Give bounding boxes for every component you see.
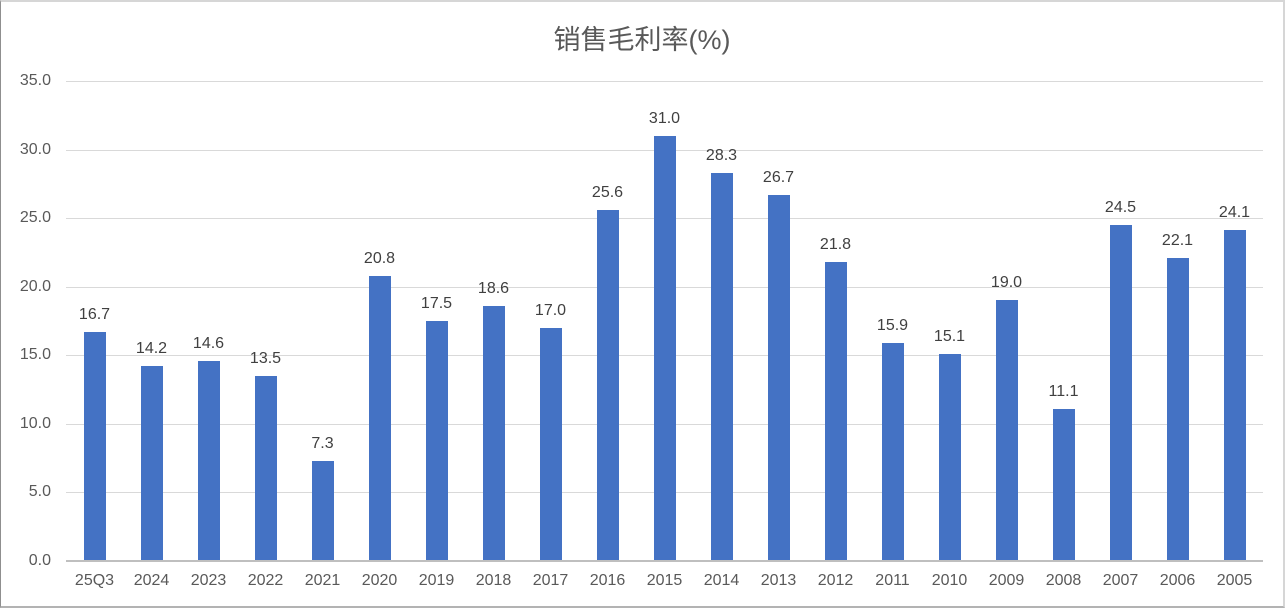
bar-value-label: 15.1 [933, 327, 966, 345]
bar-2007 [1109, 225, 1132, 560]
y-axis-label: 35.0 [19, 72, 51, 89]
bar-2006 [1166, 257, 1189, 560]
bar-value-label: 14.6 [192, 334, 225, 352]
x-axis-label: 25Q3 [74, 572, 115, 589]
x-axis-label: 2008 [1045, 572, 1082, 589]
bar-2011 [881, 342, 904, 560]
x-axis-label: 2010 [931, 572, 968, 589]
bar-2021 [311, 460, 334, 560]
bar-value-label: 11.1 [1048, 382, 1079, 400]
x-axis-label: 2017 [532, 572, 569, 589]
bar-value-label: 26.7 [762, 168, 795, 186]
bar-2014 [710, 172, 733, 560]
x-axis-label: 2022 [247, 572, 284, 589]
bar-value-label: 7.3 [311, 434, 334, 452]
bar-value-label: 31.0 [648, 109, 681, 127]
bar-value-label: 28.3 [705, 146, 738, 164]
gridline [66, 81, 1263, 82]
x-axis-label: 2007 [1102, 572, 1139, 589]
x-axis-label: 2009 [988, 572, 1025, 589]
x-axis-label: 2011 [875, 572, 910, 589]
x-axis-label: 2015 [646, 572, 683, 589]
x-axis-label: 2006 [1159, 572, 1196, 589]
bar-2012 [824, 262, 847, 560]
bar-value-label: 25.6 [591, 183, 624, 201]
bar-25Q3 [83, 331, 106, 560]
bar-value-label: 19.0 [990, 274, 1023, 292]
bar-2009 [995, 300, 1018, 560]
bar-2008 [1052, 408, 1075, 560]
x-axis-label: 2024 [133, 572, 170, 589]
bar-value-label: 14.2 [135, 340, 168, 358]
bar-value-label: 24.5 [1104, 199, 1137, 216]
bar-value-label: 20.8 [363, 249, 396, 267]
y-axis-label: 30.0 [19, 140, 51, 158]
bar-value-label: 21.8 [819, 236, 852, 254]
bar-value-label: 17.5 [420, 295, 453, 312]
bar-2013 [767, 194, 790, 560]
bar-2018 [482, 305, 505, 560]
bar-2019 [425, 321, 448, 560]
bar-value-label: 18.6 [477, 279, 510, 297]
bar-2016 [596, 209, 619, 560]
chart-title: 销售毛利率(%) [553, 25, 731, 55]
x-axis-label: 2005 [1216, 572, 1253, 589]
y-axis-label: 25.0 [19, 209, 51, 227]
bar-value-label: 15.9 [876, 316, 909, 334]
bar-value-label: 16.7 [78, 305, 111, 323]
bar-value-label: 17.0 [534, 301, 567, 319]
bar-2022 [254, 375, 277, 560]
bar-2017 [539, 327, 562, 560]
bar-2010 [938, 353, 961, 560]
x-axis-label: 2014 [703, 572, 740, 589]
x-axis-label: 2021 [304, 572, 341, 589]
x-axis-label: 2020 [361, 572, 398, 589]
bar-2024 [140, 366, 163, 560]
y-axis-label: 0.0 [28, 552, 51, 569]
x-axis-label: 2023 [190, 572, 227, 589]
bar-2020 [368, 275, 391, 560]
y-axis-label: 5.0 [28, 483, 51, 501]
bar-2005 [1223, 230, 1246, 560]
bar-value-label: 22.1 [1161, 231, 1194, 249]
x-axis-label: 2018 [475, 572, 512, 589]
bar-2015 [653, 135, 676, 560]
y-axis-label: 20.0 [19, 277, 51, 295]
x-axis-label: 2016 [589, 572, 626, 589]
bar-value-label: 13.5 [249, 349, 282, 367]
x-axis-line [66, 560, 1263, 562]
y-axis-label: 10.0 [19, 414, 51, 432]
y-axis-label: 15.0 [19, 346, 51, 364]
bar-2023 [197, 360, 220, 560]
x-axis-label: 2019 [418, 572, 455, 589]
x-axis-label: 2012 [817, 572, 854, 589]
bar-value-label: 24.1 [1218, 204, 1251, 222]
x-axis-label: 2013 [760, 572, 797, 589]
